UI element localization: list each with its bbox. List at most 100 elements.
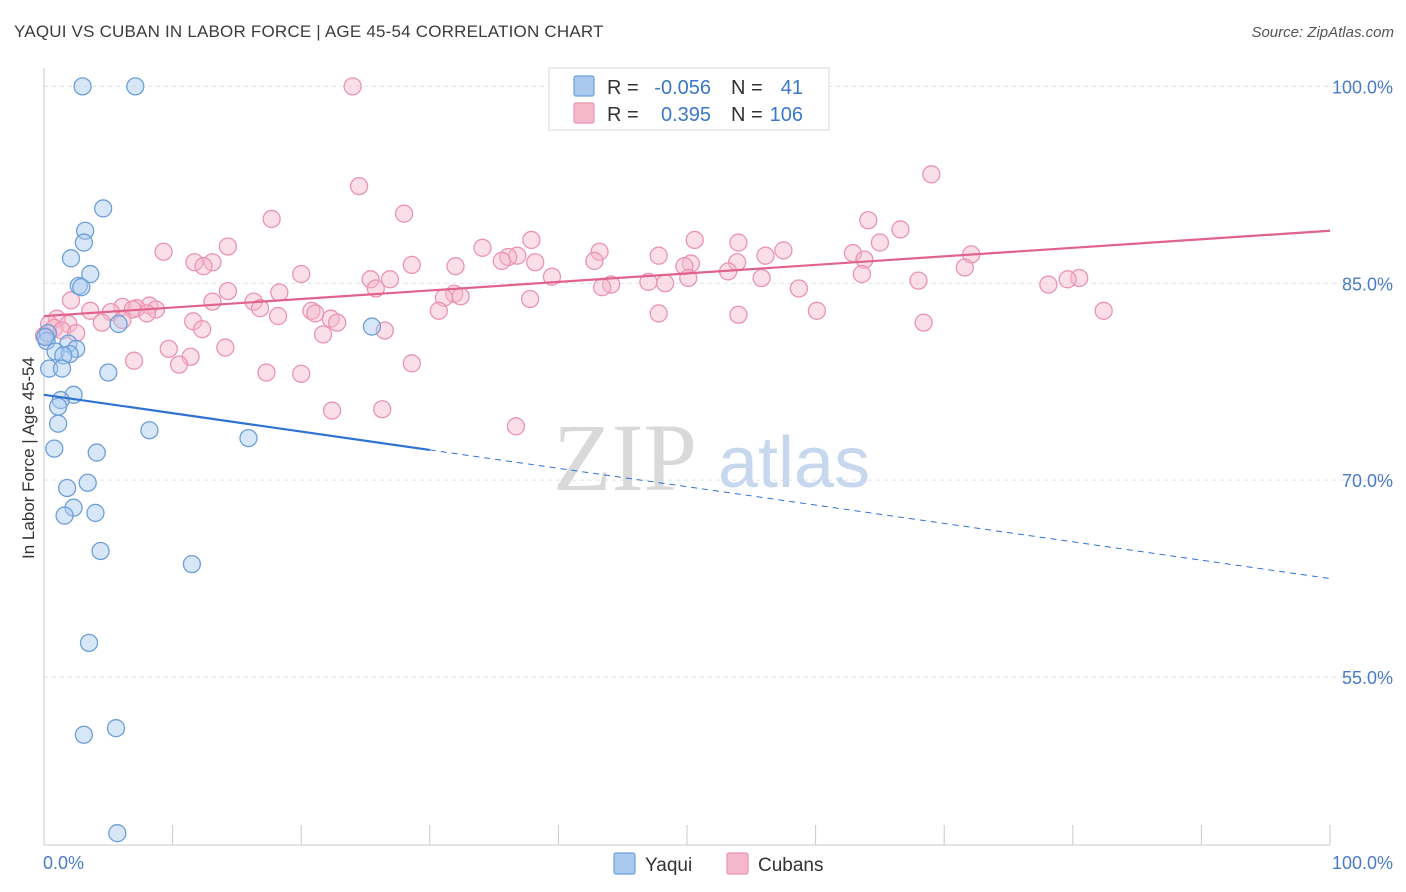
yaqui-point — [61, 249, 81, 268]
cubans-point — [506, 417, 526, 436]
legend-box: R = -0.056 N = 41 R = 0.395 N = 106 — [548, 67, 830, 131]
cubans-point — [394, 204, 414, 223]
yaqui-point — [36, 327, 55, 347]
bottom-legend-label-cubans: Cubans — [758, 855, 824, 876]
cubans-point — [185, 253, 204, 272]
cubans-point — [124, 351, 144, 370]
cubans-point — [1058, 270, 1077, 289]
chart-title: YAQUI VS CUBAN IN LABOR FORCE | AGE 45-5… — [14, 22, 604, 41]
y-tick-label: 85.0% — [1342, 274, 1393, 294]
cubans-point — [729, 233, 748, 252]
yaqui-point — [57, 478, 77, 498]
legend-swatch-yaqui — [573, 75, 595, 97]
cubans-point — [585, 251, 604, 271]
cubans-point — [203, 292, 222, 311]
yaqui-point — [126, 77, 145, 96]
yaqui-point — [72, 278, 91, 297]
cubans-point — [655, 274, 675, 293]
cubans-point — [446, 257, 465, 276]
cubans-point — [526, 253, 545, 272]
cubans-point — [402, 255, 421, 275]
cubans-point — [154, 242, 173, 261]
cubans-point — [203, 253, 222, 272]
y-tick-label: 55.0% — [1342, 668, 1393, 688]
yaqui-point — [60, 344, 79, 364]
bottom-legend-label-yaqui: Yaqui — [645, 855, 692, 876]
cubans-point — [322, 401, 342, 420]
trend-lines — [43, 229, 1331, 580]
cubans-point — [1094, 301, 1113, 320]
yaqui-point — [39, 359, 59, 378]
x-tick-label-right: 100.0% — [1332, 853, 1393, 873]
yaqui-point — [182, 554, 202, 574]
cubans-point — [81, 301, 100, 320]
watermark-zip: ZIP — [553, 404, 697, 511]
cubans-point — [169, 355, 189, 374]
cubans-point — [590, 242, 609, 261]
cubans-point — [306, 304, 325, 323]
legend-n-label-cubans: N = — [731, 104, 763, 126]
cubans-point — [292, 364, 311, 383]
grid-layer — [44, 85, 1393, 678]
cubans-point — [1039, 275, 1058, 294]
cubans-point — [451, 287, 470, 306]
legend-r-label-yaqui: R = — [607, 77, 639, 99]
cubans-point — [914, 313, 933, 332]
yaqui-point — [362, 317, 382, 336]
bottom-legend-swatch-cubans — [726, 852, 749, 875]
legend-swatch-cubans — [573, 102, 595, 124]
cubans-point — [270, 283, 289, 302]
cubans-point — [257, 363, 276, 382]
cubans-point — [292, 264, 311, 284]
bottom-legend-swatch-yaqui — [613, 852, 636, 875]
cubans-point — [61, 291, 81, 310]
cubans-point — [852, 264, 872, 284]
yaqui-point — [87, 443, 106, 462]
yaqui-point — [55, 506, 74, 525]
cubans-point — [649, 246, 668, 265]
yaqui-point — [48, 397, 68, 416]
yaqui-point — [73, 77, 92, 96]
cubans-point — [250, 299, 270, 318]
cubans-point — [473, 238, 492, 257]
yaqui-point — [99, 363, 118, 382]
legend-n-value-yaqui: 41 — [781, 77, 803, 99]
yaqui-point — [74, 725, 94, 744]
cubans-point — [218, 237, 238, 256]
cubans-point — [159, 339, 178, 359]
cubans-point — [92, 313, 112, 332]
yaqui-point — [140, 421, 159, 440]
cubans-point — [859, 211, 878, 230]
cubans-point — [855, 250, 874, 269]
cubans-point — [313, 325, 333, 344]
cubans-point — [922, 165, 941, 184]
cubans-point — [361, 270, 380, 289]
cubans-point — [774, 241, 793, 260]
yaqui-points — [36, 77, 382, 843]
y-tick-label: 100.0% — [1332, 77, 1393, 97]
cubans-point — [194, 257, 213, 276]
cubans-point — [522, 230, 541, 250]
cubans-point — [380, 270, 400, 289]
legend-n-label-yaqui: N = — [731, 77, 763, 99]
axes-layer: 100.0% 85.0% 70.0% 55.0% — [43, 68, 1393, 846]
cubans-point — [402, 354, 421, 373]
cubans-point — [218, 281, 238, 301]
watermark-atlas: atlas — [718, 423, 870, 503]
yaqui-point — [52, 359, 72, 378]
cubans-point — [685, 230, 704, 250]
cubans-point — [262, 209, 281, 229]
cubans-point — [137, 304, 157, 323]
cubans-point — [429, 301, 448, 320]
cubans-point — [520, 289, 540, 309]
yaqui-point — [45, 439, 64, 458]
yaqui-trend-line — [43, 393, 430, 452]
legend-frame — [548, 67, 830, 131]
source-credit: Source: ZipAtlas.com — [1251, 24, 1394, 41]
legend-r-label-cubans: R = — [607, 104, 639, 126]
legend-n-value-cubans: 106 — [770, 104, 803, 126]
y-tick-label: 70.0% — [1342, 471, 1393, 491]
legend-r-value-yaqui: -0.056 — [654, 77, 711, 99]
cubans-point — [268, 306, 288, 326]
